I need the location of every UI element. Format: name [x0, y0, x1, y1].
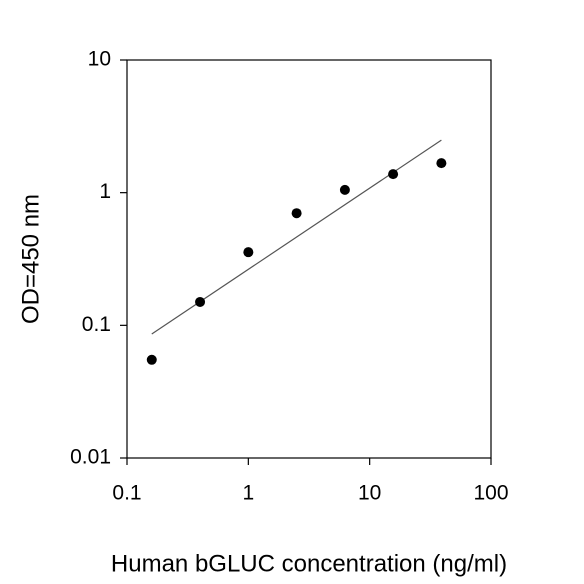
y-tick-label: 1: [99, 180, 111, 203]
data-point: [436, 158, 447, 169]
y-tick-label: 0.01: [70, 446, 111, 469]
x-axis-label: Human bGLUC concentration (ng/ml): [111, 550, 507, 577]
data-point: [388, 169, 399, 180]
data-point: [339, 184, 350, 195]
plot-frame: [126, 59, 492, 459]
data-point: [146, 354, 157, 365]
trend-line: [151, 139, 442, 335]
x-tick-label: 10: [358, 482, 381, 505]
x-tick-label: 0.1: [112, 482, 141, 505]
y-tick-label: 10: [88, 48, 111, 71]
y-tick-label: 0.1: [82, 313, 111, 336]
x-tick-label: 1: [242, 482, 254, 505]
x-tick-label: 100: [473, 482, 508, 505]
y-axis-label: OD=450 nm: [17, 194, 44, 324]
data-point: [291, 208, 302, 219]
data-point: [243, 247, 254, 258]
data-point: [195, 296, 206, 307]
